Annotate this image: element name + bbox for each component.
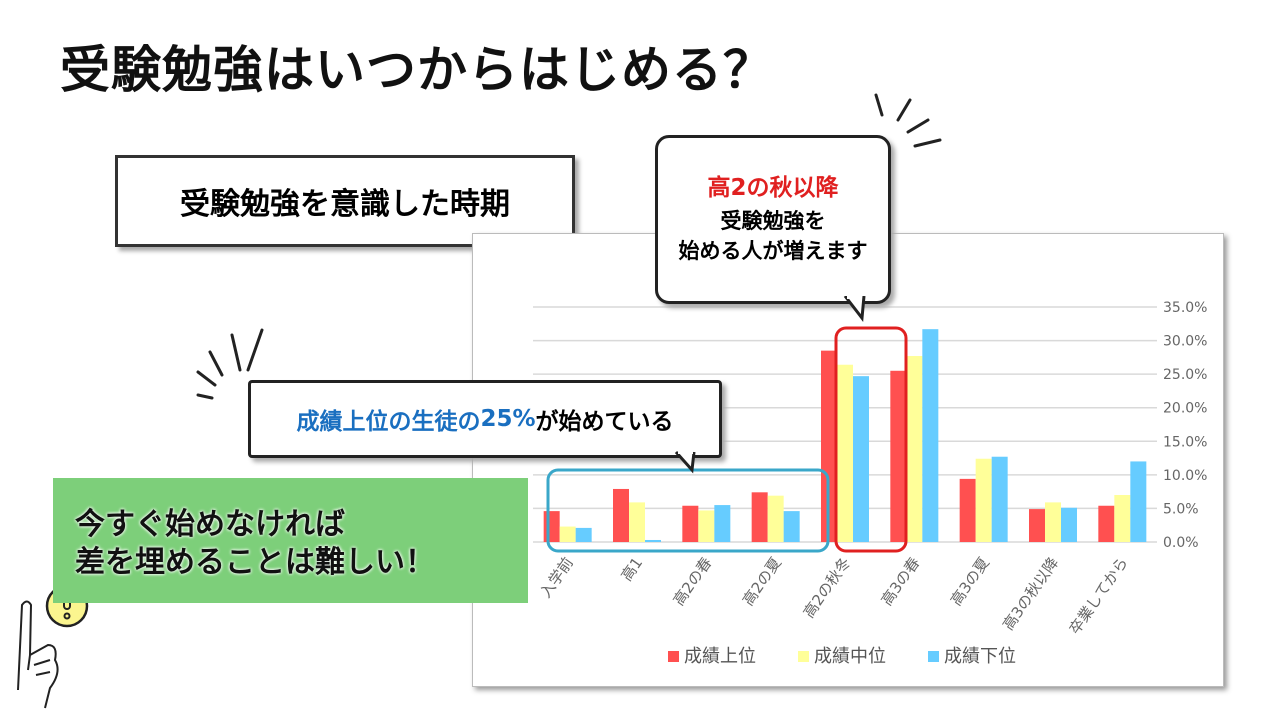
bar	[1114, 495, 1131, 542]
bar	[575, 527, 592, 542]
callout-top-tail	[843, 296, 866, 322]
bar	[698, 510, 715, 542]
bar	[645, 539, 661, 542]
bar	[751, 492, 768, 542]
warning-box: 今すぐ始めなければ 差を埋めることは難しい！	[53, 478, 528, 603]
legend-swatch	[928, 651, 939, 662]
y-tick-label: 15.0%	[1163, 434, 1207, 450]
y-tick-label: 5.0%	[1163, 501, 1199, 517]
bar	[837, 364, 853, 542]
bar	[783, 511, 800, 542]
emphasis-lines-icon	[196, 93, 942, 400]
bar	[1098, 505, 1115, 542]
warning-line2: 差を埋めることは難しい！	[75, 544, 435, 580]
bar	[613, 488, 629, 542]
callout-middle: 成績上位の生徒の 25% が始めている	[248, 380, 722, 458]
y-tick-label: 0.0%	[1163, 535, 1199, 551]
red-highlight-box	[834, 326, 908, 553]
bar	[1045, 502, 1061, 542]
callout-mid-part3: が始めている	[535, 409, 674, 435]
bar	[1061, 507, 1077, 542]
bar	[906, 356, 923, 542]
y-tick-label: 20.0%	[1163, 401, 1207, 417]
bar	[682, 505, 699, 542]
bar	[1029, 509, 1045, 542]
callout-mid-tail	[674, 450, 696, 474]
bar	[1130, 461, 1147, 542]
legend-label: 成績上位	[684, 646, 756, 667]
y-tick-label: 25.0%	[1163, 367, 1207, 383]
blue-highlight-box	[546, 468, 830, 553]
callout-top-line3: 始める人が増えます	[678, 239, 868, 264]
bar	[629, 502, 645, 542]
legend-swatch	[668, 651, 679, 662]
callout-top-highlight: 高2の秋以降	[707, 175, 839, 202]
callout-top-line2: 受験勉強を	[720, 208, 826, 233]
bar	[975, 458, 992, 542]
pointing-hand-icon	[17, 600, 59, 709]
bar	[890, 370, 907, 542]
bar	[853, 376, 869, 542]
legend-label: 成績下位	[944, 646, 1016, 667]
callout-mid-part2: 25%	[480, 406, 536, 432]
y-tick-label: 30.0%	[1163, 334, 1207, 350]
callout-top: 高2の秋以降 受験勉強を 始める人が増えます	[655, 135, 891, 304]
legend-swatch	[798, 651, 809, 662]
slide-title: 受験勉強はいつからはじめる？	[60, 41, 774, 99]
warning-line1: 今すぐ始めなければ	[75, 507, 345, 542]
bar	[991, 456, 1008, 542]
y-tick-label: 35.0%	[1163, 300, 1207, 316]
bar	[714, 505, 731, 542]
bar	[959, 478, 976, 542]
bar	[821, 350, 837, 542]
bar	[559, 526, 576, 542]
legend-label: 成績中位	[814, 646, 886, 667]
subtitle-box: 受験勉強を意識した時期	[115, 155, 575, 247]
y-tick-label: 10.0%	[1163, 468, 1207, 484]
bar	[767, 495, 784, 542]
bar	[922, 329, 939, 542]
callout-mid-part1: 成績上位の生徒の	[296, 409, 481, 435]
